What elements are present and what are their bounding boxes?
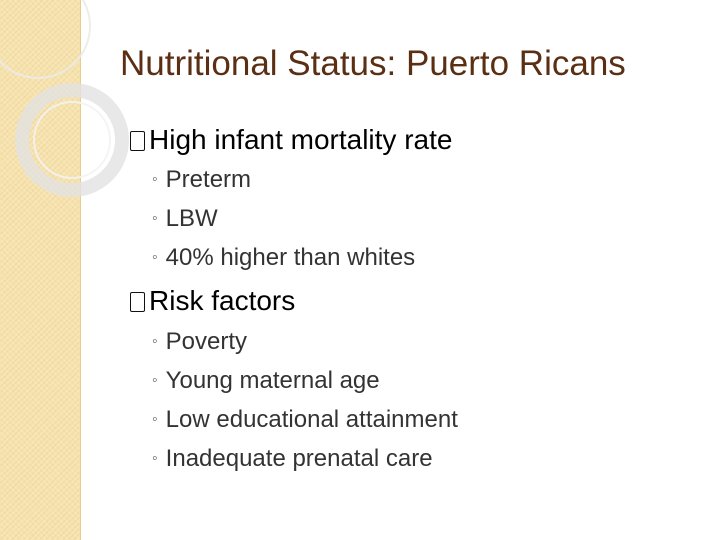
sub-bullet-label: Low educational attainment — [165, 406, 458, 433]
bullet-high-infant-mortality: High infant mortality rate — [130, 126, 452, 154]
sub-bullet-label: Poverty — [165, 328, 248, 355]
sub-bullet-low-education: ◦ Low educational attainment — [152, 408, 458, 432]
box-bullet-icon — [130, 131, 145, 151]
ring-bullet-icon: ◦ — [152, 210, 158, 227]
sub-bullet-label: 40% higher than whites — [165, 244, 416, 271]
ring-bullet-icon: ◦ — [152, 450, 158, 467]
decorative-sidebar — [0, 0, 81, 540]
ring-bullet-icon: ◦ — [152, 171, 158, 188]
sub-bullet-higher-than-whites: ◦ 40% higher than whites — [152, 246, 415, 270]
ring-bullet-icon: ◦ — [152, 333, 158, 350]
bullet-label: High infant mortality rate — [149, 124, 453, 155]
sub-bullet-label: Inadequate prenatal care — [165, 445, 433, 472]
ring-bullet-icon: ◦ — [152, 411, 158, 428]
ring-bullet-icon: ◦ — [152, 249, 158, 266]
box-bullet-icon — [130, 292, 145, 312]
sub-bullet-inadequate-prenatal-care: ◦ Inadequate prenatal care — [152, 447, 433, 471]
sub-bullet-label: Preterm — [165, 166, 252, 193]
sub-bullet-label: Young maternal age — [165, 367, 380, 394]
sub-bullet-poverty: ◦ Poverty — [152, 330, 247, 354]
bullet-risk-factors: Risk factors — [130, 287, 295, 315]
slide-title: Nutritional Status: Puerto Ricans — [120, 44, 626, 83]
sub-bullet-label: LBW — [165, 205, 218, 232]
sub-bullet-preterm: ◦ Preterm — [152, 168, 251, 192]
bullet-label: Risk factors — [149, 285, 296, 316]
ring-bullet-icon: ◦ — [152, 372, 158, 389]
sub-bullet-lbw: ◦ LBW — [152, 207, 218, 231]
sub-bullet-young-maternal-age: ◦ Young maternal age — [152, 369, 380, 393]
